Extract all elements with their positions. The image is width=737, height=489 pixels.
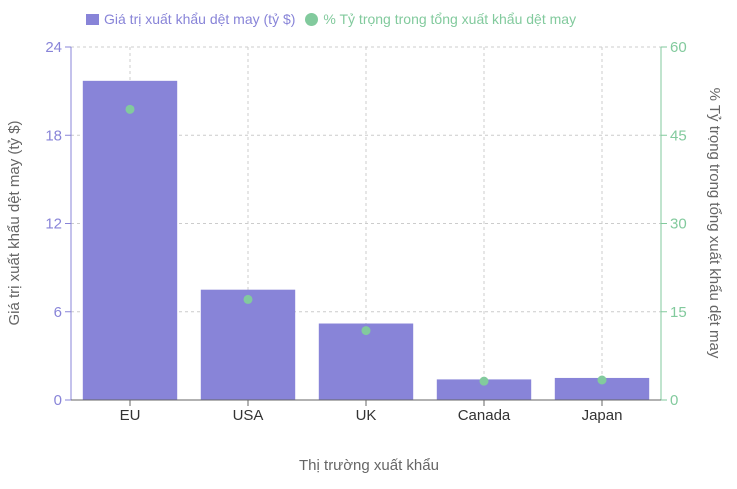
y2-tick-label: 60 xyxy=(670,39,687,56)
legend-swatch-bar xyxy=(86,13,99,25)
point-eu xyxy=(125,104,135,114)
point-uk xyxy=(361,326,371,336)
point-japan xyxy=(597,375,607,385)
bar-uk xyxy=(318,323,414,400)
legend-label-dot: % Tỷ trọng trong tổng xuất khẩu dệt may xyxy=(323,11,577,27)
y-tick-label: 18 xyxy=(45,127,62,144)
y2-tick-label: 15 xyxy=(670,304,687,321)
y-tick-label: 6 xyxy=(54,304,62,321)
bar-eu xyxy=(82,80,178,401)
bar-canada xyxy=(436,379,532,400)
x-tick-label: Japan xyxy=(582,407,623,424)
x-tick-label: USA xyxy=(233,407,264,424)
y-tick-label: 24 xyxy=(45,39,62,56)
point-usa xyxy=(243,294,253,304)
x-tick-label: Canada xyxy=(458,407,511,424)
bars xyxy=(82,80,650,401)
dots xyxy=(125,104,607,386)
x-tick-label: UK xyxy=(356,407,377,424)
legend-item-dot[interactable]: % Tỷ trọng trong tổng xuất khẩu dệt may xyxy=(305,11,576,27)
y2-axis-title: % Tỷ trọng trong tổng xuất khẩu dệt may xyxy=(706,88,723,359)
legend: Giá trị xuất khẩu dệt may (tỷ $) % Tỷ tr… xyxy=(86,11,586,27)
axes: 0 6 12 18 24 0 15 30 45 60 EU USA UK Canada Japan xyxy=(45,39,686,424)
y-tick-label: 12 xyxy=(45,216,62,233)
y2-tick-label: 0 xyxy=(670,392,678,409)
y-tick-label: 0 xyxy=(54,392,62,409)
y2-tick-label: 30 xyxy=(670,216,687,233)
bar-japan xyxy=(554,377,650,400)
point-canada xyxy=(479,376,489,386)
bar-usa xyxy=(200,289,296,400)
y2-tick-label: 45 xyxy=(670,127,687,144)
legend-item-bar[interactable]: Giá trị xuất khẩu dệt may (tỷ $) xyxy=(86,11,295,27)
legend-swatch-dot xyxy=(305,12,319,26)
x-tick-label: EU xyxy=(120,407,141,424)
y-axis-title: Giá trị xuất khẩu dệt may (tỷ $) xyxy=(6,120,23,325)
x-axis-title: Thị trường xuất khẩu xyxy=(299,457,439,474)
legend-label-bar: Giá trị xuất khẩu dệt may (tỷ $) xyxy=(104,11,296,27)
